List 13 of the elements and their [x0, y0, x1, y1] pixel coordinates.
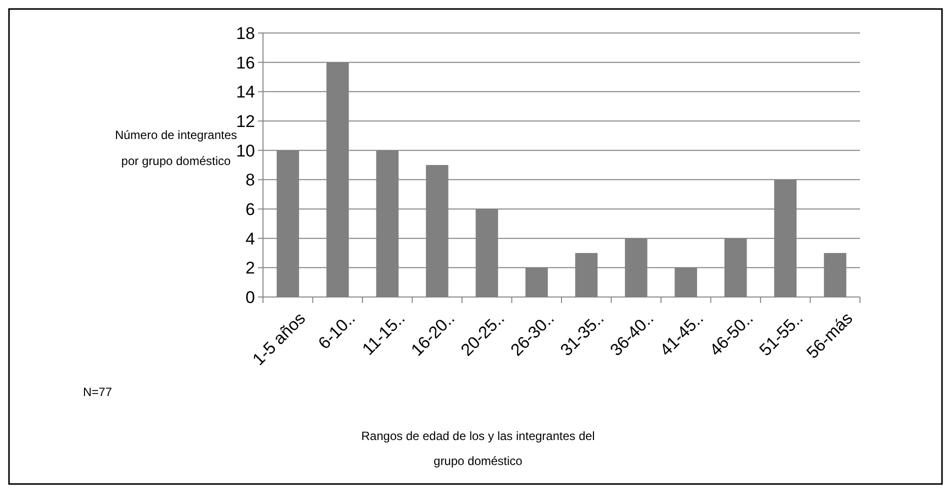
y-tick-label: 6 [246, 200, 255, 219]
x-axis-title: Rangos de edad de los y las integrantes del grupo doméstico [361, 429, 595, 468]
y-tick-label: 14 [236, 82, 255, 102]
text: N=77 [83, 385, 112, 399]
y-tick-label: 2 [246, 258, 255, 278]
y-tick-label: 0 [246, 288, 255, 307]
y-tick-label: 4 [246, 229, 255, 248]
y-tick-label: 18 [236, 24, 255, 43]
y-tick-label: 10 [236, 141, 255, 160]
y-tick-label: 12 [236, 112, 255, 131]
y-axis-title: Número de integrantes por grupo doméstico [114, 128, 238, 168]
y-tick-label: 16 [236, 53, 255, 72]
y-tick-label: 8 [246, 170, 255, 190]
